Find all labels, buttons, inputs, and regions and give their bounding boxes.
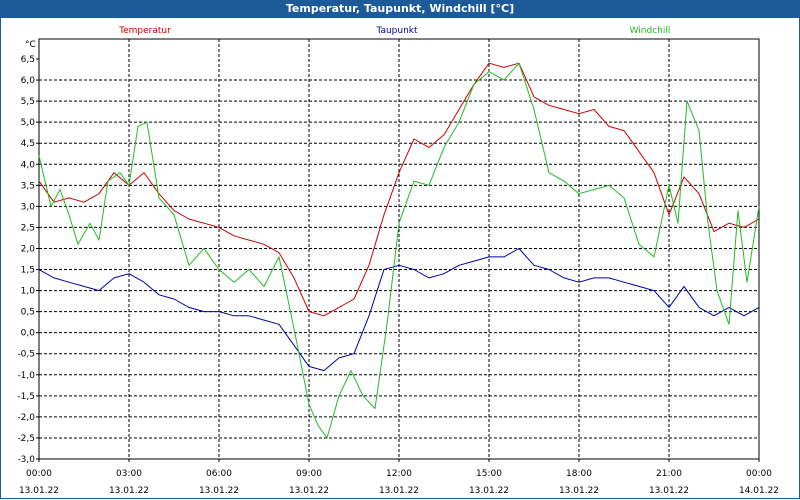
y-tick-label: 4,0 bbox=[21, 160, 36, 170]
series-line-windchill bbox=[38, 62, 760, 439]
series-line-temperatur bbox=[38, 62, 760, 317]
y-tick-label: 5,0 bbox=[21, 118, 36, 128]
y-tick-label: -1,0 bbox=[17, 371, 35, 381]
legend-taupunkt: Taupunkt bbox=[375, 26, 418, 36]
x-tick-time: 18:00 bbox=[566, 469, 592, 479]
x-tick-time: 21:00 bbox=[656, 469, 682, 479]
y-tick-label: 6,0 bbox=[21, 76, 36, 86]
legend-windchill: Windchill bbox=[630, 26, 671, 36]
x-tick-time: 06:00 bbox=[206, 469, 232, 479]
y-tick-label: 1,5 bbox=[21, 266, 35, 276]
x-tick-date: 13.01.22 bbox=[559, 486, 599, 496]
x-tick-time: 12:00 bbox=[386, 469, 412, 479]
x-tick-time: 00:00 bbox=[26, 469, 52, 479]
legend-temperatur: Temperatur bbox=[118, 26, 171, 36]
y-tick-label: -3,0 bbox=[17, 455, 35, 465]
y-tick-label: 2,0 bbox=[21, 244, 36, 254]
y-tick-label: -2,0 bbox=[17, 413, 35, 423]
x-tick-time: 09:00 bbox=[296, 469, 322, 479]
x-tick-date: 13.01.22 bbox=[649, 486, 689, 496]
y-tick-label: 1,0 bbox=[21, 287, 36, 297]
y-tick-label: 0,5 bbox=[21, 308, 35, 318]
y-tick-label: -2,5 bbox=[17, 434, 35, 444]
y-tick-label: 4,5 bbox=[21, 139, 35, 149]
grid-lines bbox=[39, 39, 759, 459]
chart-title: Temperatur, Taupunkt, Windchill [°C] bbox=[0, 0, 800, 18]
x-tick-date: 13.01.22 bbox=[379, 486, 419, 496]
y-tick-label: -1,5 bbox=[17, 392, 35, 402]
y-tick-label: 5,5 bbox=[21, 97, 35, 107]
y-tick-label: 3,0 bbox=[21, 202, 36, 212]
y-axis: 6,5 6,0 5,5 5,0 4,5 4,0 3,5 3,0 2,5 2,0 1,5 1,0 0,5 0… bbox=[17, 55, 39, 465]
x-tick-date: 13.01.22 bbox=[469, 486, 509, 496]
x-tick-date: 14.01.22 bbox=[739, 486, 779, 496]
series-line-taupunkt bbox=[38, 248, 760, 372]
x-tick-time: 00:00 bbox=[746, 469, 772, 479]
x-tick-date: 13.01.22 bbox=[19, 486, 59, 496]
x-axis: 00:00 13.01.22 03:00 13.01.22 06:00 13.01.22 0… bbox=[19, 459, 779, 496]
x-tick-date: 13.01.22 bbox=[199, 486, 239, 496]
x-tick-date: 13.01.22 bbox=[109, 486, 149, 496]
series-lines bbox=[38, 62, 760, 439]
y-tick-label: 0,0 bbox=[21, 329, 36, 339]
y-tick-label: 2,5 bbox=[21, 223, 35, 233]
x-tick-time: 03:00 bbox=[116, 469, 142, 479]
y-tick-label: -0,5 bbox=[17, 350, 35, 360]
y-axis-unit: °C bbox=[25, 40, 36, 50]
x-tick-time: 15:00 bbox=[476, 469, 502, 479]
x-tick-date: 13.01.22 bbox=[289, 486, 329, 496]
y-tick-label: 3,5 bbox=[21, 181, 35, 191]
y-tick-label: 6,5 bbox=[21, 55, 35, 65]
